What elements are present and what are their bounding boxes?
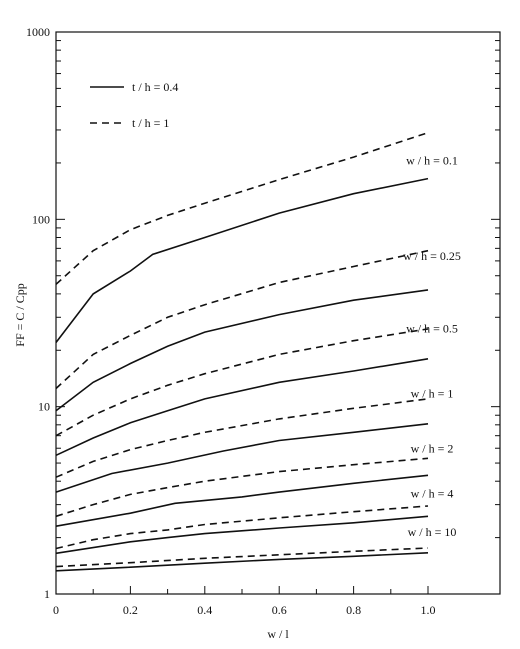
y-tick-label: 1 [44, 587, 50, 601]
curve-w-h-4-dashed [55, 505, 429, 550]
x-axis-title: w / l [267, 627, 289, 641]
curve-label: w / h = 1 [411, 387, 454, 401]
curve-w-h-1-dashed [55, 398, 429, 478]
legend-label: t / h = 1 [132, 116, 169, 130]
curve-labels: w / h = 0.1 w / h = 0.25 w / h = 0.5 w / h … [403, 154, 461, 539]
curve-label: w / h = 2 [411, 441, 454, 455]
plot-frame [55, 31, 501, 595]
legend: t / h = 0.4 t / h = 1 [90, 80, 178, 130]
x-tick-label: 0.2 [123, 603, 138, 617]
curve-label: w / h = 0.1 [406, 154, 458, 168]
curve-w-h-10-solid [55, 552, 429, 572]
x-tick-label: 0.8 [346, 603, 361, 617]
legend-label: t / h = 0.4 [132, 80, 178, 94]
y-tick-label: 1000 [26, 25, 50, 39]
y-axis-ticks: 1 10 100 1000 [26, 25, 500, 601]
x-axis-ticks: 0 0.2 0.4 0.6 0.8 1.0 [53, 586, 436, 617]
x-tick-label: 0.4 [197, 603, 212, 617]
curve-label: w / h = 4 [411, 487, 454, 501]
curve-w-h-0p5-solid [55, 358, 429, 457]
curve-label: w / h = 0.5 [406, 321, 458, 335]
curve-w-h-0p1-solid [55, 177, 429, 343]
curve-label: w / h = 10 [408, 525, 457, 539]
x-tick-label: 1.0 [421, 603, 436, 617]
curve-w-h-0p5-dashed [55, 328, 429, 437]
curve-w-h-2-solid [55, 474, 429, 527]
curve-w-h-0p25-solid [55, 289, 429, 412]
curve-label: w / h = 0.25 [403, 249, 461, 263]
y-tick-label: 10 [38, 400, 50, 414]
curve-w-h-10-dashed [55, 547, 429, 568]
curve-w-h-0p25-dashed [55, 249, 429, 390]
x-tick-label: 0.6 [272, 603, 287, 617]
curve-w-h-0p1-dashed [55, 131, 429, 285]
curve-w-h-1-solid [55, 423, 429, 493]
y-tick-label: 100 [32, 212, 50, 226]
curve-w-h-2-dashed [55, 457, 429, 518]
curve-w-h-4-solid [55, 515, 429, 555]
x-tick-label: 0 [53, 603, 59, 617]
y-axis-title: FF = C / Cpp [13, 283, 27, 346]
data-series [55, 131, 429, 572]
